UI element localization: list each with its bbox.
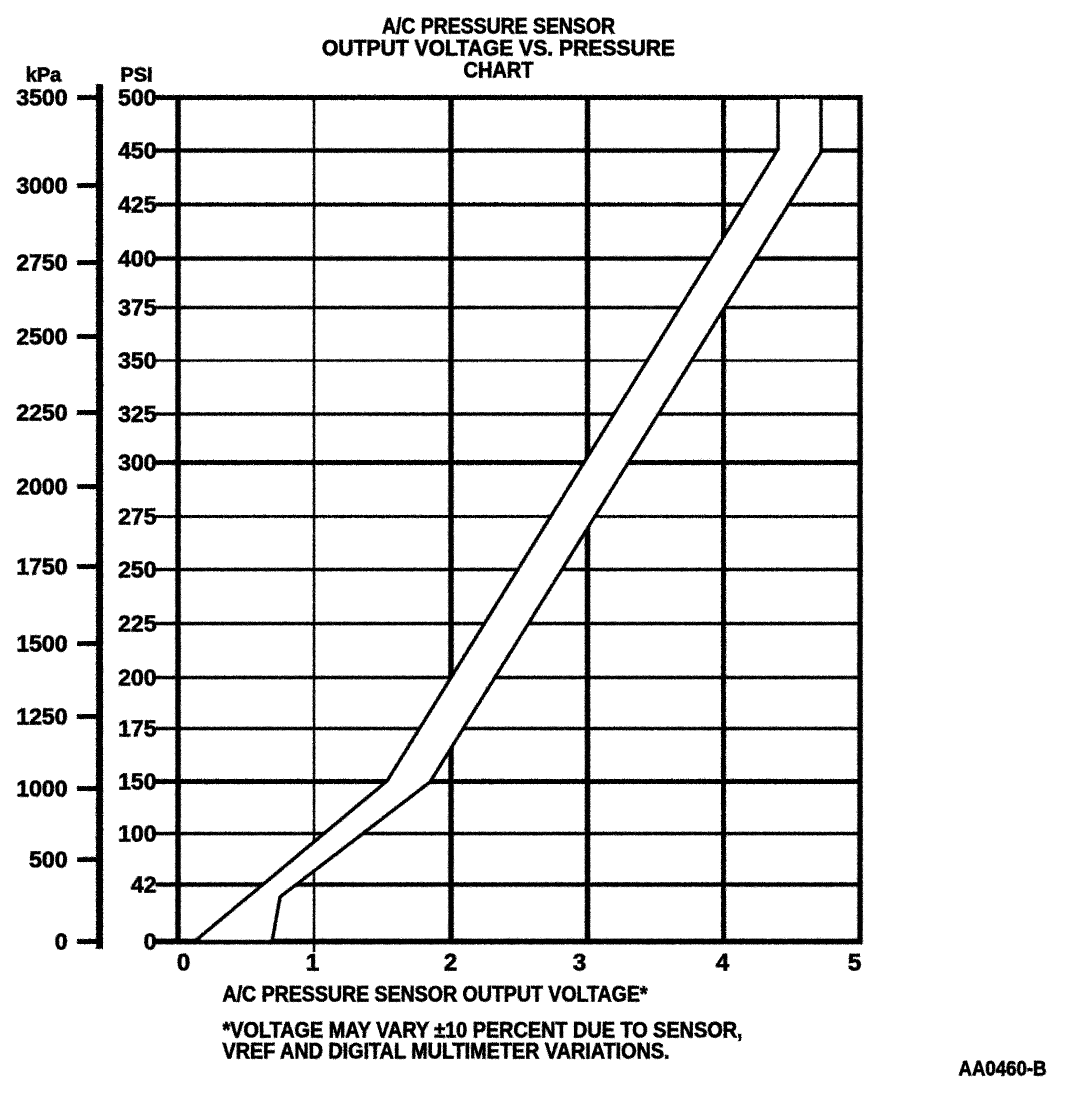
- svg-text:1: 1: [305, 949, 318, 976]
- svg-text:0: 0: [176, 949, 189, 976]
- svg-text:OUTPUT VOLTAGE VS. PRESSURE: OUTPUT VOLTAGE VS. PRESSURE: [322, 35, 675, 60]
- svg-text:*VOLTAGE MAY VARY ±10 PERCENT: *VOLTAGE MAY VARY ±10 PERCENT DUE TO SEN…: [222, 1017, 742, 1042]
- svg-text:2750: 2750: [16, 249, 67, 275]
- svg-text:A/C PRESSURE SENSOR OUTPUT VOL: A/C PRESSURE SENSOR OUTPUT VOLTAGE*: [222, 981, 647, 1006]
- svg-text:2500: 2500: [16, 323, 67, 349]
- svg-text:2: 2: [443, 949, 456, 976]
- svg-text:450: 450: [118, 137, 156, 163]
- svg-text:3500: 3500: [16, 84, 67, 110]
- svg-text:4: 4: [715, 949, 729, 976]
- svg-text:2250: 2250: [16, 399, 67, 425]
- svg-text:0: 0: [54, 928, 67, 954]
- svg-text:2000: 2000: [16, 473, 67, 499]
- svg-text:CHART: CHART: [463, 57, 534, 82]
- svg-text:275: 275: [118, 503, 157, 529]
- svg-text:400: 400: [118, 245, 156, 271]
- svg-text:500: 500: [29, 846, 67, 872]
- svg-text:425: 425: [118, 191, 157, 217]
- svg-text:100: 100: [118, 820, 156, 846]
- svg-text:1500: 1500: [16, 630, 67, 656]
- svg-text:375: 375: [118, 294, 157, 320]
- svg-text:3000: 3000: [16, 172, 67, 198]
- svg-text:5: 5: [847, 949, 860, 976]
- svg-text:AA0460-B: AA0460-B: [958, 1057, 1046, 1080]
- svg-text:175: 175: [118, 715, 157, 741]
- svg-text:3: 3: [572, 949, 585, 976]
- svg-text:150: 150: [118, 768, 156, 794]
- svg-text:500: 500: [118, 84, 156, 110]
- svg-text:200: 200: [118, 664, 156, 690]
- svg-text:1000: 1000: [16, 775, 67, 801]
- svg-text:250: 250: [118, 556, 156, 582]
- svg-text:300: 300: [118, 449, 156, 475]
- svg-text:1750: 1750: [16, 553, 67, 579]
- svg-text:A/C PRESSURE SENSOR: A/C PRESSURE SENSOR: [382, 13, 615, 38]
- svg-text:350: 350: [118, 347, 156, 373]
- svg-text:PSI: PSI: [120, 64, 152, 86]
- svg-text:kPa: kPa: [25, 64, 61, 86]
- svg-text:VREF AND DIGITAL MULTIMETER VA: VREF AND DIGITAL MULTIMETER VARIATIONS.: [222, 1038, 669, 1063]
- svg-text:1250: 1250: [16, 703, 67, 729]
- svg-text:0: 0: [143, 928, 156, 954]
- svg-text:42: 42: [130, 871, 156, 897]
- svg-text:325: 325: [118, 401, 157, 427]
- svg-text:225: 225: [118, 610, 157, 636]
